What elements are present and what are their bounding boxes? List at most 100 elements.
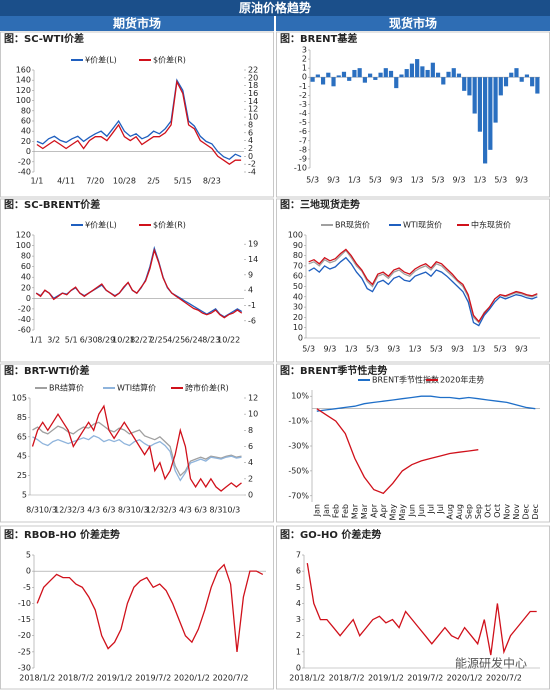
y-tick-label: 3	[302, 46, 307, 55]
bar	[383, 68, 388, 78]
series-line	[35, 245, 243, 318]
x-tick-label: 9/3	[515, 176, 528, 185]
bar	[462, 77, 467, 91]
x-tick-label: Feb	[331, 504, 340, 518]
x-tick-label: 5/3	[306, 176, 319, 185]
y-tick-label: -1	[299, 82, 307, 91]
y-tick-label: -30	[18, 664, 31, 673]
y-tick-label: 40	[21, 127, 31, 136]
x-tick-label: Sep	[474, 504, 483, 519]
bar	[441, 77, 446, 85]
x-tick-label: 9/3	[387, 345, 400, 354]
x-tick-label: 2019/7/2	[407, 674, 443, 683]
x-tick-label: Apr	[379, 503, 388, 518]
bar	[341, 71, 347, 78]
series-line	[308, 249, 538, 324]
y2-tick-label: 0	[248, 491, 253, 500]
x-tick-label: Jun	[417, 504, 426, 518]
x-tick-label: 6/3	[103, 506, 116, 515]
x-tick-label: 2018/1/2	[289, 674, 325, 683]
y-tick-label: 100	[288, 231, 303, 240]
y-tick-label: 3	[296, 615, 301, 624]
x-tick-label: 2020/1/2	[174, 674, 210, 683]
bar	[336, 75, 341, 78]
x-tick-label: 2/3	[72, 506, 85, 515]
x-tick-label: 2019/1/2	[368, 674, 404, 683]
y-tick-label: -9	[299, 154, 307, 163]
x-tick-label: 2019/1/2	[97, 674, 133, 683]
x-tick-label: 4/3	[87, 506, 100, 515]
x-tick-label: 10/3	[222, 506, 240, 515]
bar	[315, 74, 320, 78]
series-line	[308, 256, 538, 327]
bar	[430, 62, 435, 78]
x-tick-label: 3/2	[47, 336, 60, 345]
x-tick-label: 6/3	[194, 506, 207, 515]
x-tick-label: Jul	[436, 504, 445, 515]
y2-tick-label: 14	[248, 97, 258, 106]
legend-label: WTI结算价	[117, 383, 156, 393]
bar	[357, 68, 362, 78]
bar	[388, 70, 394, 78]
x-tick-label: 6/30	[80, 336, 98, 345]
y-tick-label: 65	[17, 432, 27, 441]
x-tick-label: 9/3	[453, 176, 466, 185]
legend-label: BR现货价	[335, 220, 370, 230]
bar	[451, 68, 456, 78]
x-tick-label: 2020/7/2	[213, 674, 249, 683]
y-tick-label: 10	[293, 323, 303, 332]
y-tick-label: 120	[16, 86, 31, 95]
x-tick-label: 2/5	[147, 177, 160, 186]
y-tick-label: 60	[21, 117, 31, 126]
bar	[467, 77, 472, 96]
bar	[456, 73, 462, 78]
series-line	[316, 395, 536, 412]
y-tick-label: -70%	[288, 491, 309, 500]
x-tick-label: 5/1	[65, 336, 78, 345]
x-tick-label: 8/29	[97, 336, 115, 345]
x-tick-label: 2020/7/2	[486, 674, 522, 683]
y-tick-label: -40	[18, 168, 31, 177]
y-tick-label: 25	[17, 471, 27, 480]
bar	[472, 77, 477, 114]
panel-title: 图：BRT-WTI价差	[4, 364, 90, 377]
y2-tick-label: 9	[248, 270, 253, 279]
legend-label: BRENT季节性指数	[372, 375, 439, 385]
x-tick-label: 4/11	[57, 177, 75, 186]
y-tick-label: -10	[294, 164, 307, 173]
x-tick-label: Nov	[502, 504, 511, 520]
bar	[331, 77, 336, 87]
y-tick-label: 7	[296, 551, 301, 560]
legend-label: $价差(R)	[153, 55, 186, 65]
bar	[409, 63, 415, 78]
bar	[446, 71, 451, 78]
x-tick-label: 2019/7/2	[135, 674, 171, 683]
y-tick-label: -25	[18, 647, 31, 656]
y2-tick-label: 19	[248, 240, 258, 249]
x-tick-label: 5/3	[302, 345, 315, 354]
series-line	[36, 78, 242, 161]
series-line	[306, 562, 537, 656]
y2-tick-label: 12	[248, 105, 258, 114]
y-tick-label: 20	[293, 313, 303, 322]
x-tick-label: 2018/7/2	[329, 674, 365, 683]
legend-label: BR结算价	[49, 383, 84, 393]
x-tick-label: 4/25	[167, 336, 185, 345]
panel-title: 图：RBOB-HO 价差走势	[4, 528, 120, 541]
y-tick-label: 5	[26, 551, 31, 560]
y2-tick-label: 22	[248, 66, 258, 75]
header-title: 原油价格趋势	[239, 0, 311, 15]
x-tick-label: Aug	[445, 504, 454, 520]
y-tick-label: -15	[18, 615, 31, 624]
x-tick-label: 12/27	[130, 336, 153, 345]
y2-tick-label: -1	[248, 301, 256, 310]
series-line	[35, 248, 243, 319]
legend-label: ¥价差(L)	[85, 55, 117, 65]
y2-tick-label: 0	[248, 152, 253, 161]
x-tick-label: 8/3	[210, 506, 223, 515]
y-tick-label: 120	[16, 231, 31, 240]
y-tick-label: 80	[293, 251, 303, 260]
x-tick-label: 9/3	[451, 345, 464, 354]
y-tick-label: -40	[18, 315, 31, 324]
x-tick-label: 1/3	[348, 176, 361, 185]
